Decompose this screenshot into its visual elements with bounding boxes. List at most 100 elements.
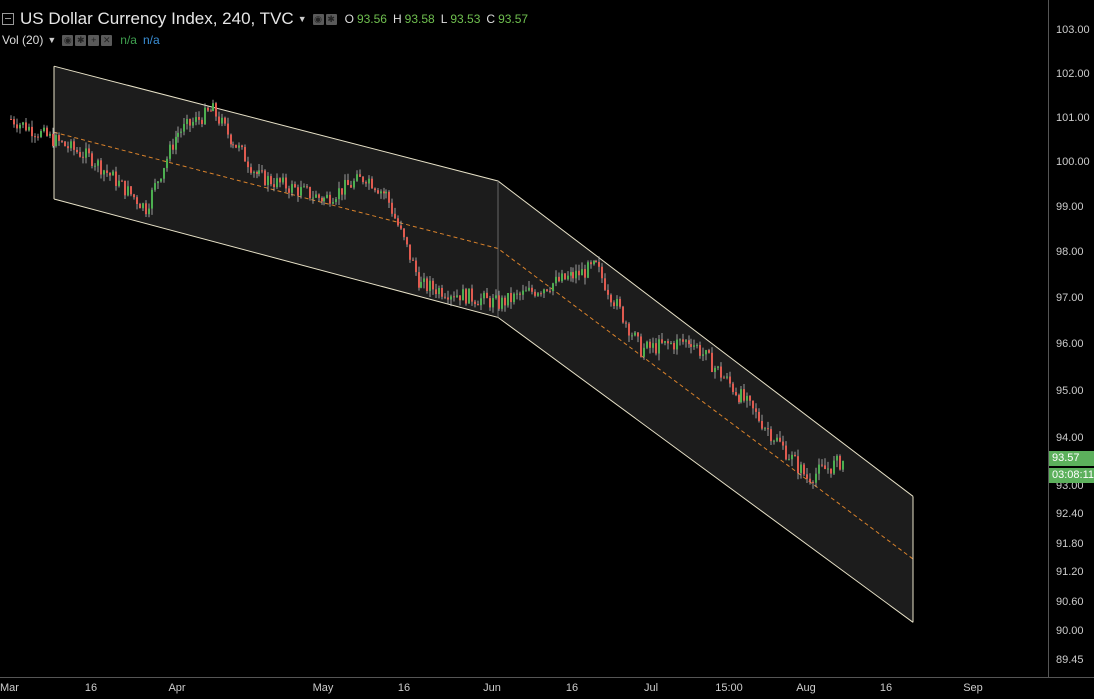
- chevron-down-icon[interactable]: ▼: [297, 14, 307, 24]
- candle-body: [685, 340, 687, 342]
- candle-body: [218, 116, 220, 124]
- symbol-title[interactable]: US Dollar Currency Index, 240, TVC: [20, 9, 294, 28]
- candle-body: [465, 289, 467, 304]
- candle-body: [732, 383, 734, 393]
- volume-title[interactable]: Vol (20): [2, 33, 44, 47]
- candle-body: [738, 395, 740, 403]
- candle-body: [682, 339, 684, 342]
- candle-body: [516, 293, 518, 295]
- candle-body: [537, 293, 539, 296]
- candle-body: [133, 194, 135, 198]
- price-tick-label: 90.00: [1056, 625, 1084, 637]
- time-tick-label: 16: [84, 682, 98, 694]
- candle-body: [531, 287, 533, 292]
- candle-body: [435, 289, 437, 295]
- candle-body: [377, 190, 379, 194]
- settings-icon[interactable]: ✱: [325, 13, 337, 25]
- add-icon[interactable]: +: [88, 34, 100, 46]
- candle-body: [598, 261, 600, 267]
- candle-body: [729, 376, 731, 384]
- candle-body: [323, 197, 325, 202]
- candle-body: [755, 408, 757, 412]
- candle-body: [70, 141, 72, 149]
- high-value: 93.58: [404, 12, 435, 26]
- candle-body: [595, 260, 597, 262]
- collapse-icon[interactable]: [2, 13, 14, 25]
- candle-body: [625, 322, 627, 324]
- candle-body: [227, 123, 229, 135]
- candle-body: [776, 437, 778, 441]
- candle-body: [601, 266, 603, 279]
- candle-body: [175, 136, 177, 150]
- candle-body: [232, 144, 234, 146]
- candle-body: [415, 260, 417, 273]
- candle-body: [221, 117, 223, 124]
- chevron-down-icon[interactable]: ▼: [47, 35, 57, 45]
- candle-body: [705, 350, 707, 355]
- close-value: 93.57: [498, 12, 529, 26]
- candle-body: [247, 161, 249, 168]
- price-tick-label: 97.00: [1056, 292, 1084, 304]
- candle-body: [67, 146, 69, 149]
- candle-body: [604, 278, 606, 290]
- candle-body: [555, 276, 557, 284]
- candle-body: [661, 339, 663, 343]
- candle-body: [658, 339, 660, 354]
- candle-body: [139, 203, 141, 209]
- candle-body: [94, 165, 96, 167]
- candle-body: [696, 345, 698, 347]
- candle-body: [587, 262, 589, 278]
- candle-body: [708, 350, 710, 353]
- candle-body: [702, 354, 704, 356]
- candle-body: [549, 290, 551, 292]
- candle-body: [100, 160, 102, 175]
- candle-body: [749, 395, 751, 401]
- candle-body: [581, 269, 583, 276]
- candle-body: [468, 288, 470, 304]
- candle-body: [276, 178, 278, 188]
- candle-body: [112, 171, 114, 176]
- eye-icon[interactable]: ◉: [312, 13, 324, 25]
- time-tick-label: Apr: [168, 682, 186, 694]
- price-tick-label: 96.00: [1056, 338, 1084, 350]
- candle-body: [610, 294, 612, 303]
- candle-body: [88, 148, 90, 154]
- candle-body: [160, 178, 162, 182]
- candle-body: [462, 289, 464, 301]
- candles: [10, 99, 844, 489]
- candle-body: [335, 199, 337, 202]
- close-icon[interactable]: ✕: [101, 34, 113, 46]
- candle-body: [169, 144, 171, 159]
- candle-body: [183, 124, 185, 132]
- candle-body: [459, 295, 461, 301]
- candle-body: [13, 119, 15, 125]
- candle-body: [761, 420, 763, 429]
- candle-body: [676, 339, 678, 350]
- candle-body: [788, 459, 790, 461]
- time-axis[interactable]: [0, 677, 1094, 699]
- candle-body: [643, 347, 645, 357]
- candle-body: [735, 392, 737, 396]
- candle-body: [49, 133, 51, 136]
- candle-body: [655, 343, 657, 354]
- candle-body: [649, 341, 651, 348]
- eye-icon[interactable]: ◉: [62, 34, 74, 46]
- candle-body: [106, 170, 108, 173]
- candle-body: [690, 344, 692, 347]
- candle-body: [270, 176, 272, 185]
- candle-body: [441, 287, 443, 297]
- candle-body: [385, 191, 387, 194]
- candle-body: [52, 133, 54, 147]
- candle-body: [779, 437, 781, 442]
- candle-body: [723, 377, 725, 379]
- price-axis[interactable]: [1048, 0, 1094, 677]
- candle-body: [717, 366, 719, 368]
- candle-body: [693, 345, 695, 347]
- candle-body: [773, 440, 775, 442]
- candle-body: [347, 179, 349, 186]
- candle-body: [670, 342, 672, 344]
- candle-body: [426, 278, 428, 291]
- settings-icon[interactable]: ✱: [75, 34, 87, 46]
- candle-body: [130, 186, 132, 195]
